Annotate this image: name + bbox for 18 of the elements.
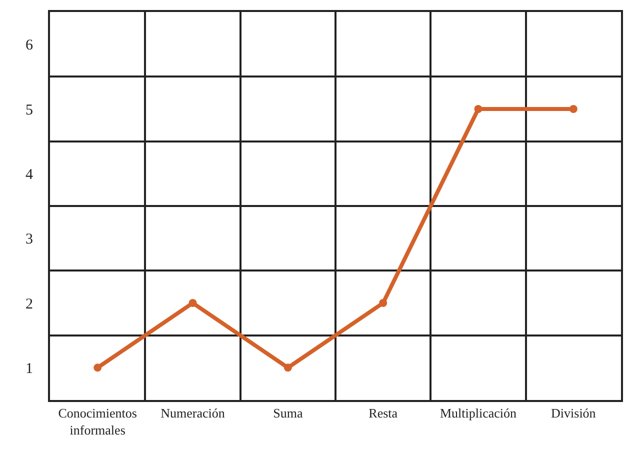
point [474, 105, 482, 113]
x-tick-label: Numeración [160, 406, 226, 421]
y-tick-label: 2 [26, 296, 33, 312]
point [94, 364, 102, 372]
y-tick-label: 6 [26, 38, 34, 54]
y-tick-label: 1 [26, 360, 33, 377]
x-tick-label: División [551, 406, 596, 421]
y-tick-label: 5 [26, 102, 33, 118]
x-tick-label: Suma [273, 406, 303, 421]
y-tick-label: 3 [26, 232, 33, 248]
x-tick-label: Resta [368, 406, 398, 421]
point [569, 105, 578, 113]
point [188, 299, 197, 307]
x-tick-label: Multiplicación [440, 406, 518, 421]
x-tick-label: Conocimientos informales [58, 406, 137, 438]
point [379, 299, 388, 307]
point [284, 364, 292, 372]
y-tick-label: 4 [26, 166, 34, 183]
